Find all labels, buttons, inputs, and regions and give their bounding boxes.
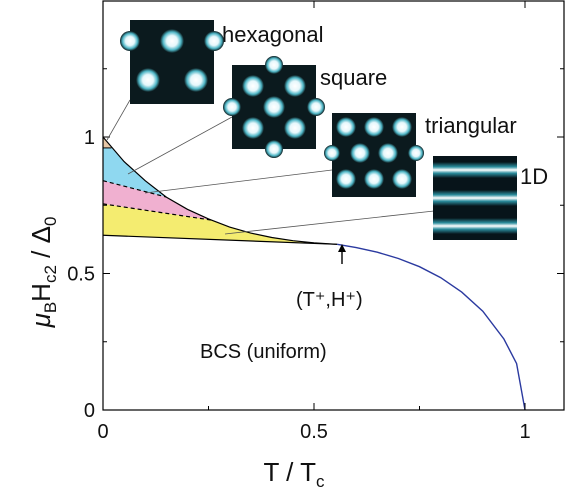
1d-bcs-boundary bbox=[102, 234, 338, 245]
vortex-spot bbox=[204, 31, 224, 51]
vortex-spot bbox=[265, 56, 283, 74]
1d-phase-region bbox=[103, 203, 338, 245]
vortex-spot bbox=[242, 117, 264, 139]
stripe bbox=[433, 218, 517, 234]
axis-ticks bbox=[102, 1, 564, 411]
vortex-spot bbox=[242, 75, 264, 97]
vortex-spot bbox=[392, 169, 412, 189]
triangular-inset bbox=[324, 113, 424, 197]
vortex-spot bbox=[120, 31, 140, 51]
leader-line bbox=[144, 169, 333, 194]
vortex-spot bbox=[392, 117, 412, 137]
x-tick-label: 0.5 bbox=[300, 421, 328, 443]
leader-line bbox=[127, 116, 233, 175]
stripe bbox=[433, 190, 517, 206]
vortex-spot bbox=[408, 145, 424, 161]
upper-phase-boundary bbox=[102, 136, 338, 245]
vortex-spot bbox=[378, 143, 398, 163]
vortex-spot bbox=[324, 145, 340, 161]
vortex-spot bbox=[160, 29, 184, 53]
order-parameter-insets bbox=[120, 20, 517, 240]
y-tick-label: 0 bbox=[84, 400, 95, 422]
vortex-spot bbox=[284, 117, 306, 139]
square-inset bbox=[223, 56, 325, 158]
tricritical-arrow bbox=[338, 244, 346, 264]
inset-leader-lines bbox=[106, 99, 435, 235]
hexagonal-inset bbox=[120, 20, 224, 104]
vortex-spot bbox=[284, 75, 306, 97]
tick-labels: 0 0.5 1 0 0.5 1 bbox=[67, 127, 530, 443]
hexagonal-label: hexagonal bbox=[222, 22, 324, 47]
1d-label: 1D bbox=[520, 164, 548, 189]
bcs-region-label: BCS (uniform) bbox=[200, 341, 327, 363]
vortex-spot bbox=[307, 98, 325, 116]
triangular-phase-region bbox=[103, 180, 213, 221]
vortex-spot bbox=[136, 68, 160, 92]
1d-inset bbox=[433, 156, 517, 240]
vortex-spot bbox=[265, 140, 283, 158]
x-tick-label: 0 bbox=[97, 421, 108, 443]
y-axis-label: μBHc2 / Δ0 bbox=[26, 217, 60, 329]
leader-line bbox=[224, 210, 435, 235]
vortex-spot bbox=[336, 117, 356, 137]
square-label: square bbox=[320, 65, 387, 90]
x-tick-label: 1 bbox=[519, 421, 530, 443]
triangular-label: triangular bbox=[425, 113, 517, 138]
y-tick-label: 1 bbox=[84, 127, 95, 149]
vortex-spot bbox=[263, 96, 285, 118]
vortex-spot bbox=[350, 143, 370, 163]
leader-line bbox=[106, 99, 131, 141]
triangular-1d-boundary bbox=[102, 203, 213, 221]
bcs-critical-field-curve bbox=[337, 243, 526, 411]
vortex-spot bbox=[364, 169, 384, 189]
vortex-spot bbox=[184, 68, 208, 92]
tricritical-point-label: (T⁺,H⁺) bbox=[296, 289, 363, 311]
vortex-spot bbox=[223, 98, 241, 116]
x-axis-label: T / Tc bbox=[264, 457, 326, 491]
square-phase-region bbox=[103, 147, 167, 198]
stripe bbox=[433, 162, 517, 178]
vortex-spot bbox=[336, 169, 356, 189]
vortex-spot bbox=[364, 117, 384, 137]
square-triangular-boundary bbox=[102, 180, 167, 198]
y-tick-label: 0.5 bbox=[67, 264, 95, 286]
